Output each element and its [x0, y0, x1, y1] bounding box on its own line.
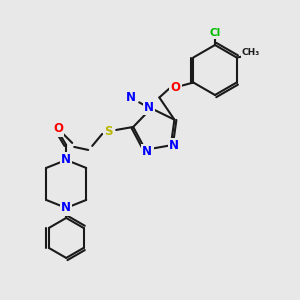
- Text: N: N: [169, 139, 179, 152]
- Text: N: N: [126, 91, 136, 104]
- Text: N: N: [61, 153, 71, 167]
- Text: O: O: [53, 122, 63, 135]
- Text: S: S: [104, 125, 112, 138]
- Text: N: N: [144, 101, 154, 114]
- Text: O: O: [170, 81, 180, 94]
- Text: N: N: [61, 201, 71, 214]
- Text: CH₃: CH₃: [242, 48, 260, 57]
- Text: Cl: Cl: [209, 28, 220, 38]
- Text: N: N: [142, 145, 152, 158]
